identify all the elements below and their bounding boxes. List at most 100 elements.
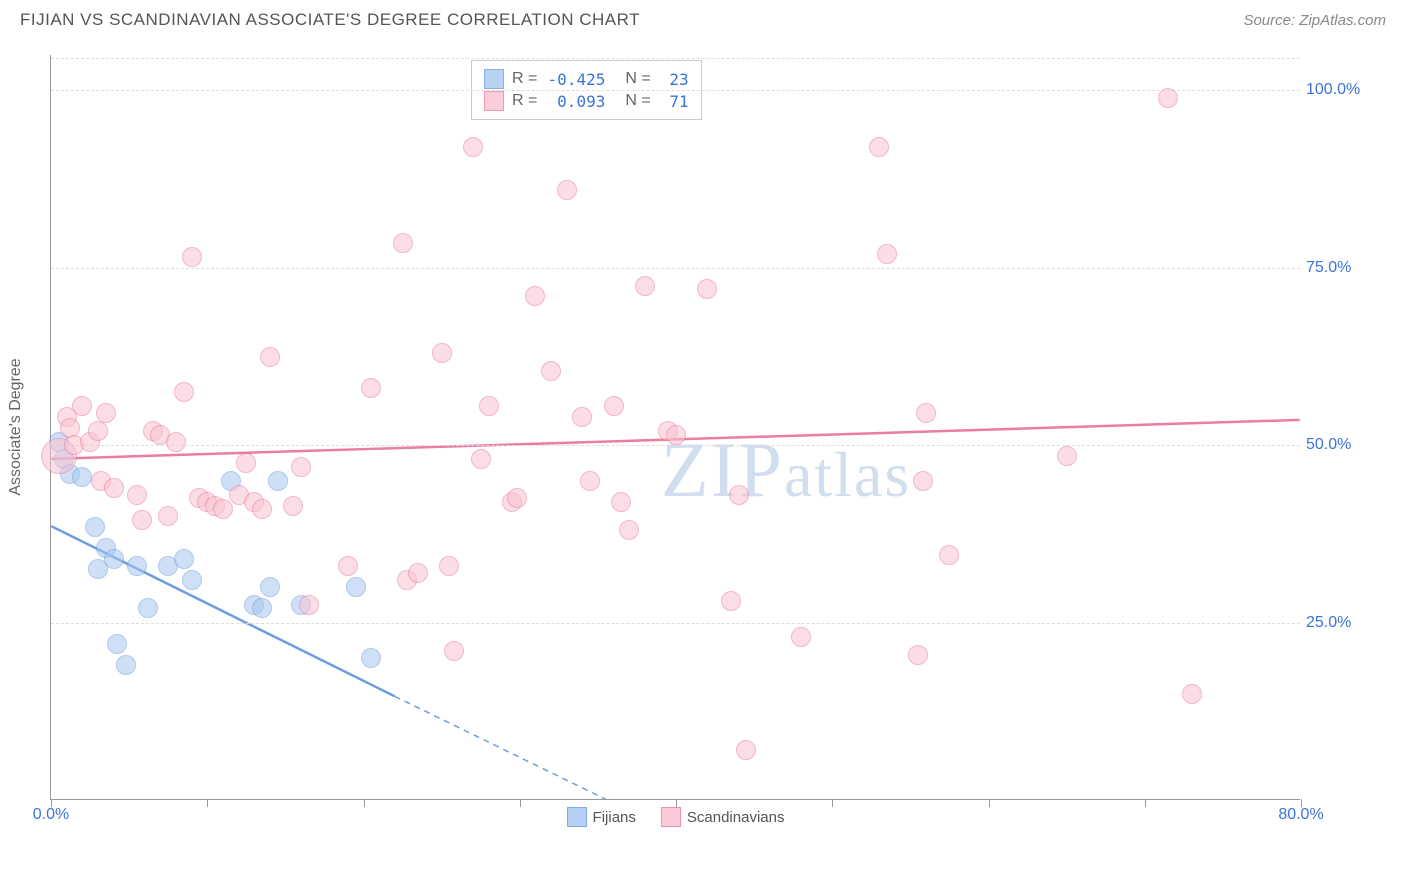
scatter-point: [174, 549, 194, 569]
scatter-point: [166, 432, 186, 452]
scatter-point: [869, 137, 889, 157]
scatter-point: [635, 276, 655, 296]
scatter-point: [72, 396, 92, 416]
scatter-point: [236, 453, 256, 473]
y-tick-label: 75.0%: [1306, 259, 1366, 277]
x-tick: [520, 799, 521, 807]
scatter-point: [138, 598, 158, 618]
scatter-point: [252, 598, 272, 618]
scatter-point: [736, 740, 756, 760]
chart-title: FIJIAN VS SCANDINAVIAN ASSOCIATE'S DEGRE…: [20, 10, 640, 30]
scatter-point: [611, 492, 631, 512]
y-axis-label: Associate's Degree: [7, 358, 25, 495]
gridline: [51, 445, 1300, 446]
legend-swatch: [567, 807, 587, 827]
scatter-point: [444, 641, 464, 661]
chart-container: Associate's Degree ZIPatlas R =-0.425N =…: [50, 55, 1350, 825]
gridline: [51, 268, 1300, 269]
gridline: [51, 623, 1300, 624]
source-label: Source: ZipAtlas.com: [1243, 12, 1386, 29]
scatter-point: [127, 556, 147, 576]
scatter-point: [877, 244, 897, 264]
bottom-legend-item: Fijians: [567, 807, 636, 827]
y-tick-label: 100.0%: [1306, 81, 1366, 99]
x-tick: [676, 799, 677, 807]
scatter-point: [913, 471, 933, 491]
scatter-point: [939, 545, 959, 565]
scatter-point: [252, 499, 272, 519]
bottom-legend-item: Scandinavians: [661, 807, 785, 827]
x-tick: [989, 799, 990, 807]
scatter-point: [182, 247, 202, 267]
stat-r-value: -0.425: [545, 70, 605, 89]
scatter-point: [361, 648, 381, 668]
scatter-point: [541, 361, 561, 381]
scatter-point: [88, 421, 108, 441]
scatter-point: [104, 478, 124, 498]
scatter-point: [791, 627, 811, 647]
scatter-point: [299, 595, 319, 615]
watermark: ZIPatlas: [661, 425, 911, 515]
y-tick-label: 50.0%: [1306, 436, 1366, 454]
scatter-point: [1057, 446, 1077, 466]
scatter-point: [291, 457, 311, 477]
scatter-point: [525, 286, 545, 306]
scatter-point: [338, 556, 358, 576]
scatter-point: [439, 556, 459, 576]
stat-n-value: 71: [659, 92, 689, 111]
scatter-point: [908, 645, 928, 665]
scatter-point: [361, 378, 381, 398]
gridline: [51, 58, 1300, 59]
legend-swatch: [484, 91, 504, 111]
x-tick: [207, 799, 208, 807]
scatter-point: [346, 577, 366, 597]
scatter-point: [557, 180, 577, 200]
stat-r-label: R =: [512, 92, 537, 110]
scatter-point: [507, 488, 527, 508]
scatter-point: [604, 396, 624, 416]
bottom-legend-label: Fijians: [593, 809, 636, 826]
scatter-point: [408, 563, 428, 583]
scatter-point: [463, 137, 483, 157]
scatter-point: [729, 485, 749, 505]
y-tick-label: 25.0%: [1306, 614, 1366, 632]
x-tick: [364, 799, 365, 807]
scatter-point: [260, 347, 280, 367]
scatter-point: [260, 577, 280, 597]
scatter-point: [432, 343, 452, 363]
scatter-point: [580, 471, 600, 491]
gridline: [51, 90, 1300, 91]
plot-area: Associate's Degree ZIPatlas R =-0.425N =…: [50, 55, 1300, 800]
scatter-point: [697, 279, 717, 299]
scatter-point: [158, 506, 178, 526]
x-tick-label: 0.0%: [33, 806, 69, 824]
scatter-point: [1158, 88, 1178, 108]
header: FIJIAN VS SCANDINAVIAN ASSOCIATE'S DEGRE…: [0, 0, 1406, 35]
scatter-point: [916, 403, 936, 423]
stat-n-value: 23: [659, 70, 689, 89]
bottom-legend-label: Scandinavians: [687, 809, 785, 826]
scatter-point: [572, 407, 592, 427]
scatter-point: [268, 471, 288, 491]
legend-swatch: [661, 807, 681, 827]
stat-r-label: R =: [512, 70, 537, 88]
scatter-point: [393, 233, 413, 253]
scatter-point: [104, 549, 124, 569]
scatter-point: [666, 425, 686, 445]
stat-r-value: 0.093: [545, 92, 605, 111]
stat-n-label: N =: [625, 70, 650, 88]
stat-legend-row: R = 0.093 N = 71: [484, 91, 689, 111]
scatter-point: [479, 396, 499, 416]
x-tick-label: 80.0%: [1278, 806, 1323, 824]
x-tick: [832, 799, 833, 807]
stat-legend-row: R = -0.425 N = 23: [484, 69, 689, 89]
trend-line-dashed: [395, 696, 707, 799]
scatter-point: [60, 418, 80, 438]
scatter-point: [182, 570, 202, 590]
stat-n-label: N =: [625, 92, 650, 110]
scatter-point: [72, 467, 92, 487]
scatter-point: [96, 403, 116, 423]
scatter-point: [174, 382, 194, 402]
scatter-point: [107, 634, 127, 654]
bottom-legend: Fijians Scandinavians: [567, 807, 785, 827]
